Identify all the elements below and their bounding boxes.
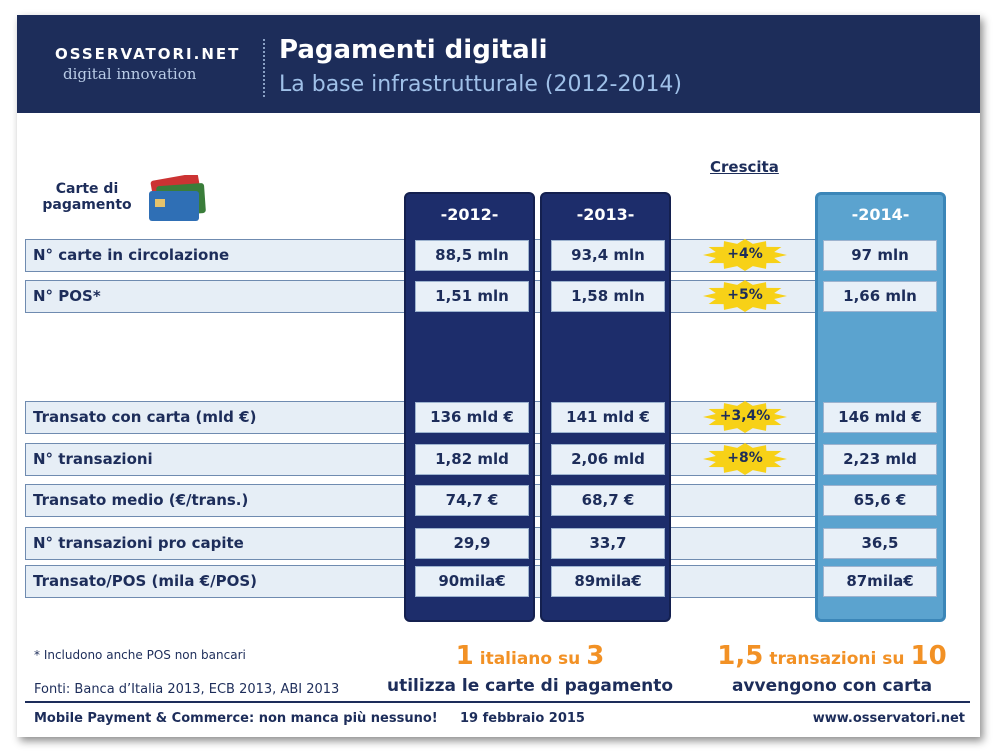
value-cell: 136 mld €	[415, 402, 529, 433]
icon-label: Carte di pagamento	[42, 181, 132, 213]
value-cell: 97 mln	[823, 240, 937, 271]
row-label: Transato/POS (mila €/POS)	[33, 572, 257, 590]
growth-header: Crescita	[710, 158, 779, 176]
growth-label: +4%	[727, 246, 763, 262]
growth-label: +5%	[727, 287, 763, 303]
highlight-middle: transazioni su	[769, 649, 905, 669]
value-cell: 33,7	[551, 528, 665, 559]
value-cell: 1,51 mln	[415, 281, 529, 312]
highlight-big: 10	[910, 641, 947, 671]
value-cell: 74,7 €	[415, 485, 529, 516]
value-cell: 2,06 mld	[551, 444, 665, 475]
column-header: -2014-	[851, 205, 910, 224]
value-cell: 89mila€	[551, 566, 665, 597]
row-label: N° POS*	[33, 287, 101, 305]
footer-event: Mobile Payment & Commerce: non manca più…	[34, 711, 438, 726]
highlight-line: 1 italiano su 3	[330, 641, 730, 671]
row-label: N° transazioni pro capite	[33, 534, 244, 552]
value-cell: 146 mld €	[823, 402, 937, 433]
header: OSSERVATORI.NET digital innovation Pagam…	[17, 15, 980, 113]
footer-url: www.osservatori.net	[812, 711, 965, 726]
row-label: N° transazioni	[33, 450, 153, 468]
value-cell: 1,58 mln	[551, 281, 665, 312]
sources: Fonti: Banca d’Italia 2013, ECB 2013, AB…	[34, 682, 340, 697]
slide: OSSERVATORI.NET digital innovation Pagam…	[17, 15, 980, 737]
highlight-line: 1,5 transazioni su 10	[632, 641, 1000, 671]
subtitle: La base infrastrutturale (2012-2014)	[279, 72, 683, 97]
value-cell: 65,6 €	[823, 485, 937, 516]
cards-icon	[149, 175, 206, 221]
growth-burst	[703, 401, 787, 433]
highlight-big: 1	[455, 641, 474, 671]
highlight-caption: avvengono con carta	[731, 676, 933, 696]
value-cell: 2,23 mld	[823, 444, 937, 475]
value-cell: 36,5	[823, 528, 937, 559]
growth-burst	[703, 443, 787, 475]
highlight-middle: italiano su	[479, 649, 581, 669]
column-header: -2013-	[576, 205, 635, 224]
growth-label: +3,4%	[719, 408, 771, 424]
row-label: Transato con carta (mld €)	[33, 408, 257, 426]
value-cell: 68,7 €	[551, 485, 665, 516]
logo-bottom: digital innovation	[63, 65, 197, 83]
value-cell: 1,82 mld	[415, 444, 529, 475]
value-cell: 93,4 mln	[551, 240, 665, 271]
divider	[263, 39, 265, 97]
value-cell: 29,9	[415, 528, 529, 559]
value-cell: 90mila€	[415, 566, 529, 597]
growth-burst	[703, 239, 787, 271]
growth-label: +8%	[727, 450, 763, 466]
footer-line	[25, 701, 970, 703]
title: Pagamenti digitali	[279, 35, 548, 65]
row-label: Transato medio (€/trans.)	[33, 491, 249, 509]
footer-date: 19 febbraio 2015	[460, 711, 585, 726]
value-cell: 141 mld €	[551, 402, 665, 433]
logo-top: OSSERVATORI.NET	[55, 45, 241, 63]
column-header: -2012-	[440, 205, 499, 224]
value-cell: 87mila€	[823, 566, 937, 597]
growth-burst	[703, 280, 787, 312]
value-cell: 88,5 mln	[415, 240, 529, 271]
highlight-big: 3	[586, 641, 605, 671]
value-cell: 1,66 mln	[823, 281, 937, 312]
highlight-caption: utilizza le carte di pagamento	[386, 676, 674, 696]
row-label: N° carte in circolazione	[33, 246, 230, 264]
footnote: * Includono anche POS non bancari	[34, 648, 246, 662]
highlight-big: 1,5	[717, 641, 764, 671]
